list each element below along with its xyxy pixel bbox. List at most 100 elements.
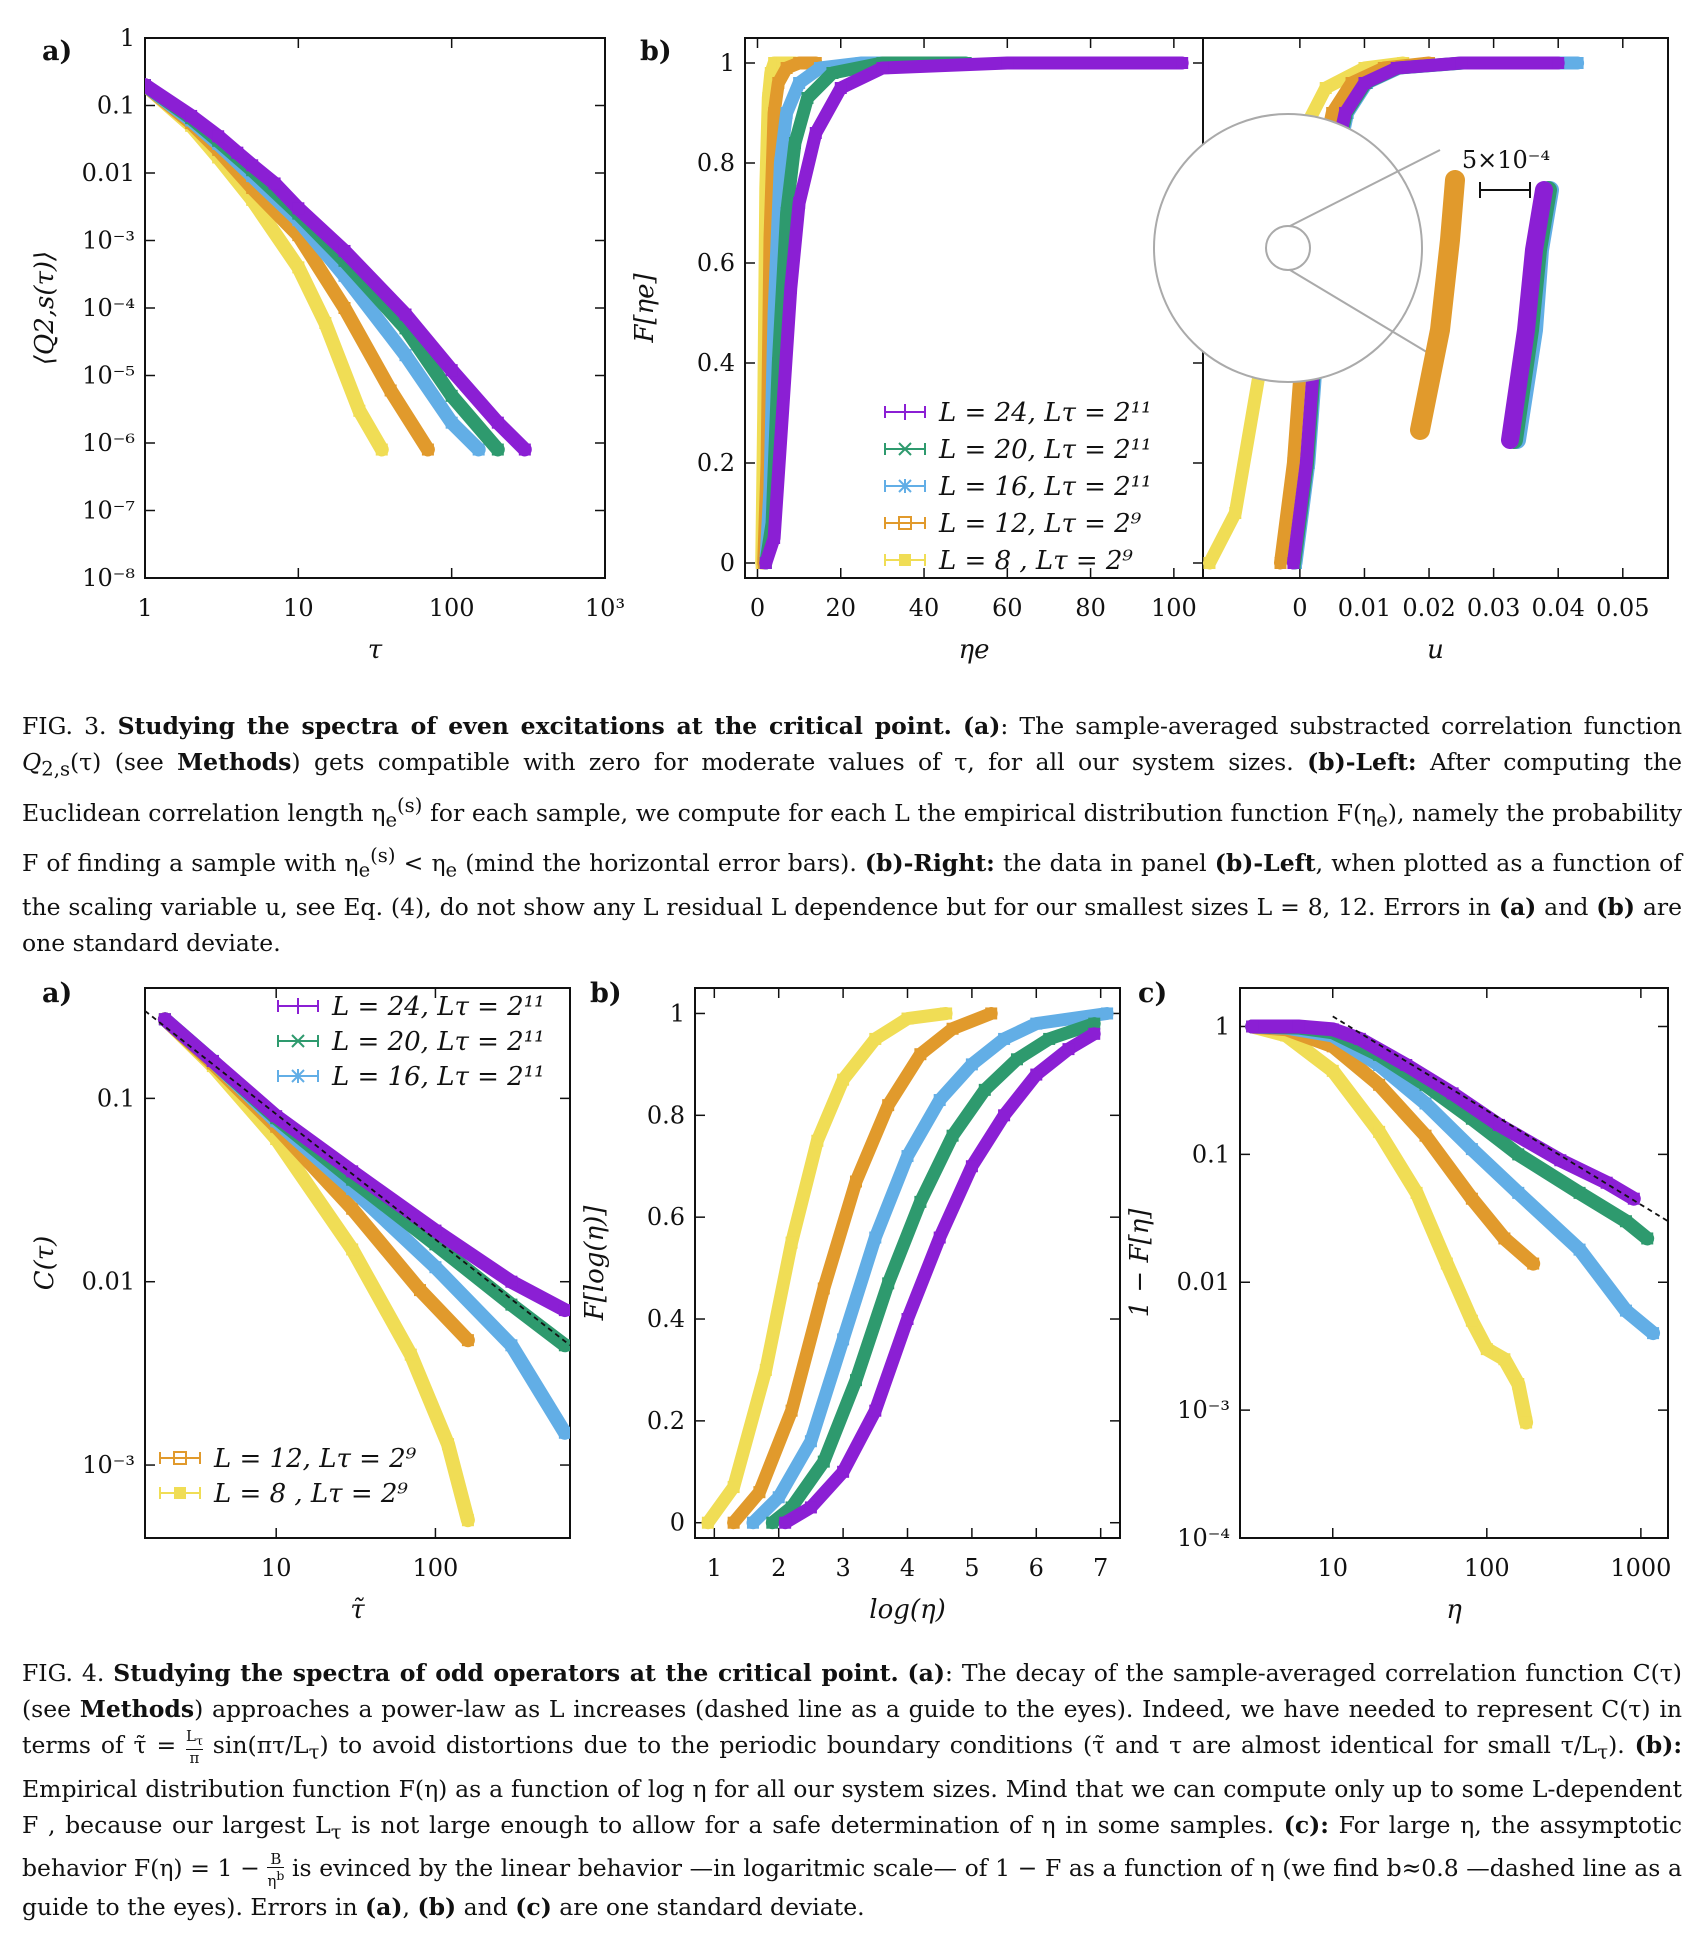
y-tick-label: 10⁻³ [82, 227, 135, 255]
x-tick-label: 1 [707, 1554, 722, 1582]
data-point [785, 1404, 798, 1417]
data-point [766, 1516, 779, 1529]
x-tick-label: 10 [261, 1554, 292, 1582]
y-tick-label: 1 [720, 49, 735, 77]
x-tick-label: 20 [825, 594, 856, 622]
data-point [319, 316, 332, 329]
fig3-panel-a-label: a) [42, 36, 72, 67]
data-point [774, 157, 787, 169]
inset-scale-label: 5×10⁻⁴ [1462, 146, 1550, 174]
caption-label: FIG. 4. [22, 1659, 105, 1687]
data-point [445, 416, 458, 429]
data-point [491, 416, 504, 429]
data-point [145, 79, 151, 92]
data-point [558, 1339, 570, 1352]
data-point [505, 1298, 518, 1311]
x-tick-label: 0.02 [1402, 594, 1455, 622]
data-point [1001, 57, 1014, 69]
data-point [788, 137, 801, 149]
figure-3: a) b) 1 10 100 10³10.10.0110⁻³10⁻⁴10⁻⁵10⁻⁶1… [30, 24, 1669, 665]
data-point [384, 384, 397, 397]
y-axis-label: F[ηe] [630, 273, 660, 344]
fig3-panel-b-label: b) [640, 36, 672, 67]
data-point [1339, 107, 1352, 119]
data-point [933, 1231, 946, 1244]
x-tick-label: 60 [992, 594, 1023, 622]
y-tick-label: 1 [1215, 1012, 1230, 1040]
y-tick-label: 10⁻⁶ [82, 429, 135, 457]
data-point [518, 443, 531, 456]
data-point [1512, 1148, 1525, 1161]
x-tick-label: 100 [413, 1554, 459, 1582]
y-axis-label: C(τ) [30, 1236, 60, 1291]
data-point [1203, 557, 1216, 569]
x-tick-label: 5 [964, 1554, 979, 1582]
data-point [206, 1054, 219, 1067]
y-axis-label: ⟨Q2,s(τ)⟩ [30, 251, 60, 365]
data-point [901, 1012, 914, 1025]
x-tick-label: 10 [283, 594, 314, 622]
x-tick-label: 2 [771, 1554, 786, 1582]
data-point [1419, 1097, 1432, 1110]
data-point [1512, 1378, 1525, 1391]
data-point [811, 1134, 824, 1147]
data-point [158, 1013, 171, 1026]
data-point [768, 107, 781, 119]
data-point [461, 1334, 474, 1347]
data-point [1465, 1192, 1478, 1205]
x-tick-label: 3 [835, 1554, 850, 1582]
legend-marker [291, 1069, 305, 1083]
data-point [1390, 62, 1403, 74]
plot-area [1245, 1015, 1668, 1430]
x-axis-label: τ [368, 635, 383, 665]
data-point [246, 159, 259, 172]
data-point [212, 130, 225, 143]
data-point [185, 109, 198, 122]
data-point [558, 1304, 570, 1317]
y-tick-label: 0.8 [647, 1101, 685, 1129]
y-tick-label: 0.2 [647, 1407, 685, 1435]
data-point [1030, 1017, 1043, 1030]
plot-area [755, 56, 1189, 570]
data-point [901, 1313, 914, 1326]
data-point [1619, 1215, 1632, 1228]
series-L24 [1245, 1019, 1641, 1206]
data-point [1419, 1129, 1432, 1142]
x-tick-label: 7 [1093, 1554, 1108, 1582]
y-tick-label: 0.01 [1177, 1268, 1230, 1296]
x-tick-label: 100 [1151, 594, 1197, 622]
data-point [1326, 107, 1339, 119]
y-tick-label: 10⁻⁴ [1177, 1524, 1230, 1552]
x-tick-label: 1000 [1610, 1554, 1671, 1582]
data-point [399, 308, 412, 321]
plot-area [145, 1010, 570, 1528]
y-tick-label: 0.6 [647, 1203, 685, 1231]
legend-label: L = 12, Lτ = 2⁹ [213, 1444, 417, 1474]
chart-fig4a: 10 100 0.1 0.01 10⁻³ τ̃ C(τ) [30, 987, 571, 1625]
y-tick-label: 10⁻⁵ [82, 362, 135, 390]
legend-label: L = 16, Lτ = 2¹¹ [938, 472, 1152, 502]
data-point [785, 1236, 798, 1249]
data-point [882, 1099, 895, 1112]
series-L24 [759, 56, 1189, 570]
x-tick-label: 6 [1029, 1554, 1044, 1582]
x-tick-label: 100 [429, 594, 475, 622]
data-point [1319, 82, 1332, 94]
data-point [346, 1165, 359, 1178]
data-point [1512, 1186, 1525, 1199]
data-point [1627, 1192, 1640, 1205]
caption-label: FIG. 3. [22, 712, 107, 740]
data-point [1030, 1068, 1043, 1081]
data-point [404, 1348, 417, 1361]
data-point [1571, 57, 1584, 69]
data-point [998, 1032, 1011, 1045]
data-point [338, 302, 351, 314]
zoom-inset: 5×10⁻⁴ [1153, 113, 1559, 449]
x-tick-label: 40 [909, 594, 940, 622]
data-point [1554, 1154, 1567, 1167]
y-tick-label: 1 [120, 24, 135, 52]
legend-label: L = 16, Lτ = 2¹¹ [331, 1062, 545, 1092]
y-tick-label: 10⁻³ [82, 1451, 135, 1479]
y-tick-label: 0 [670, 1509, 685, 1537]
data-point [784, 282, 797, 294]
